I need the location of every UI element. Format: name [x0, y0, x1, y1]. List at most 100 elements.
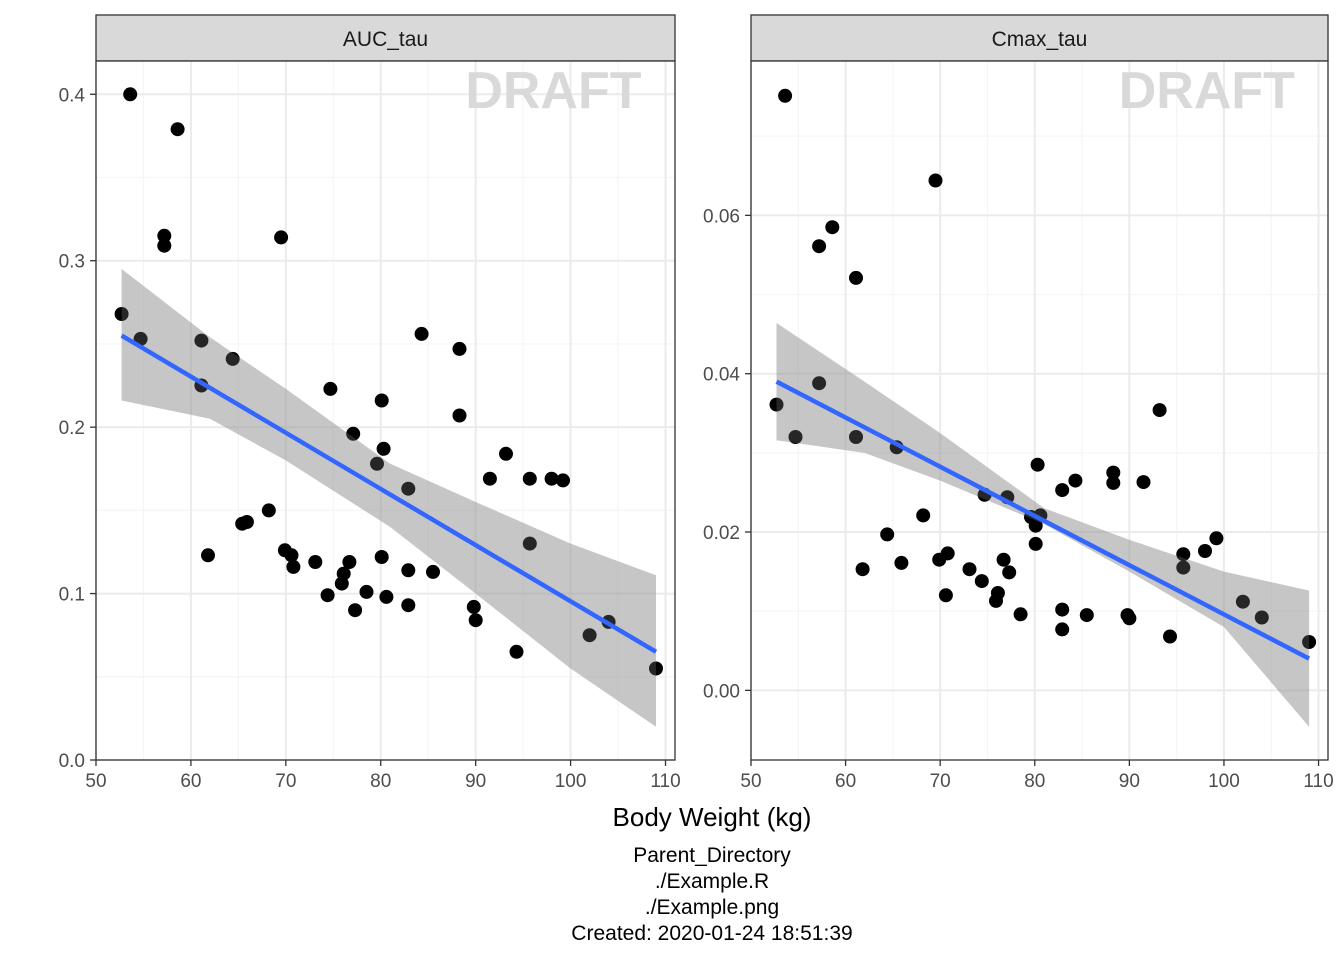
data-point: [1235, 594, 1250, 609]
y-tick-label: 0.1: [59, 585, 85, 606]
data-point: [1030, 457, 1045, 472]
x-tick-label: 80: [370, 771, 391, 792]
data-point: [880, 527, 895, 542]
data-point: [225, 351, 240, 366]
data-point: [962, 562, 977, 577]
data-point: [170, 122, 185, 137]
data-point: [1254, 610, 1269, 625]
data-point: [284, 548, 299, 563]
data-point: [414, 326, 429, 341]
data-point: [401, 563, 416, 578]
panel-cmax-tau: Cmax_tau DRAFT 50 60 70 80 90 100 110 0.00 0.02 0.0…: [703, 14, 1334, 792]
regression-line: [775, 379, 1311, 661]
regression-line: [120, 333, 658, 654]
data-point: [201, 548, 215, 563]
confidence-ribbon-overlay: [776, 323, 1310, 727]
data-point: [1136, 475, 1151, 490]
data-point: [849, 430, 863, 444]
x-tick-label: 110: [1303, 771, 1333, 792]
data-point: [1176, 560, 1191, 575]
data-point: [522, 471, 537, 486]
data-point: [974, 574, 989, 589]
x-tick-label: 110: [650, 771, 680, 792]
data-point: [466, 599, 481, 614]
caption-script-path: ./Example.R: [654, 870, 770, 893]
draft-watermark: DRAFT: [1119, 62, 1295, 120]
data-point: [499, 446, 513, 461]
panel-background: [751, 61, 1328, 760]
data-point: [157, 228, 172, 243]
data-point: [401, 481, 416, 496]
data-point: [928, 173, 943, 188]
data-point: [482, 471, 497, 486]
x-tick-label: 60: [835, 771, 856, 792]
data-point: [1055, 622, 1070, 637]
panel-auc-tau: AUC_tau DRAFT 50 60 70 80 90 100 110 0.0 0.1 0.2 0.3…: [59, 14, 681, 792]
caption-block: Parent_Directory ./Example.R ./Example.p…: [0, 843, 1344, 947]
data-point: [940, 546, 955, 561]
x-tick-label: 100: [555, 771, 587, 792]
data-point: [468, 613, 483, 628]
data-point: [582, 628, 597, 643]
caption-image-path: ./Example.png: [644, 896, 780, 919]
data-point: [894, 555, 909, 570]
x-tick-label: 90: [1119, 771, 1140, 792]
confidence-ribbon: [776, 323, 1310, 727]
data-point: [323, 381, 338, 396]
data-point: [274, 230, 289, 245]
data-point: [348, 603, 363, 618]
facet-strip-label: AUC_tau: [343, 28, 428, 51]
data-point: [239, 515, 254, 529]
y-tick-label: 0.0: [59, 751, 85, 772]
panel-border: [750, 60, 1329, 761]
data-point: [346, 426, 361, 441]
caption-created-timestamp: Created: 2020-01-24 18:51:39: [571, 922, 853, 945]
data-point: [1163, 629, 1177, 644]
y-tick-label: 0.4: [59, 85, 86, 106]
data-point: [374, 393, 389, 408]
x-tick-label: 50: [740, 771, 761, 792]
data-point: [359, 584, 374, 599]
data-point: [1106, 475, 1121, 490]
confidence-ribbon-overlay: [121, 269, 657, 727]
data-point: [194, 333, 209, 348]
x-tick-label: 90: [465, 771, 486, 792]
data-point: [452, 341, 467, 356]
data-point: [374, 550, 389, 564]
data-point: [1028, 536, 1043, 551]
data-point: [812, 376, 827, 391]
y-tick-label: 0.04: [703, 365, 740, 386]
data-point: [452, 408, 467, 423]
x-axis-title: Body Weight (kg): [613, 802, 812, 832]
data-point: [308, 555, 323, 569]
data-point: [1106, 465, 1121, 480]
data-point: [320, 588, 335, 603]
data-point: [938, 588, 953, 603]
facet-strip: [750, 14, 1329, 62]
data-point: [426, 564, 440, 579]
x-tick-label: 50: [85, 771, 106, 792]
data-point: [336, 566, 351, 581]
data-point: [401, 598, 416, 613]
data-point: [825, 220, 840, 235]
data-point: [1302, 635, 1317, 649]
data-point: [1079, 608, 1094, 623]
data-point: [261, 503, 276, 518]
data-point: [114, 307, 129, 321]
data-point: [849, 270, 863, 285]
data-point: [379, 589, 394, 604]
x-tick-label: 80: [1024, 771, 1045, 792]
data-point: [812, 239, 827, 254]
facet-strip: [95, 14, 676, 62]
data-point: [778, 88, 793, 103]
data-point: [376, 441, 391, 456]
x-tick-label: 70: [275, 771, 296, 792]
y-tick-label: 0.3: [59, 252, 85, 273]
data-point: [1002, 565, 1017, 580]
data-point: [769, 397, 784, 412]
data-point: [1122, 611, 1137, 626]
y-tick-label: 0.02: [703, 523, 740, 544]
data-point: [1055, 483, 1070, 498]
data-point: [157, 238, 172, 253]
